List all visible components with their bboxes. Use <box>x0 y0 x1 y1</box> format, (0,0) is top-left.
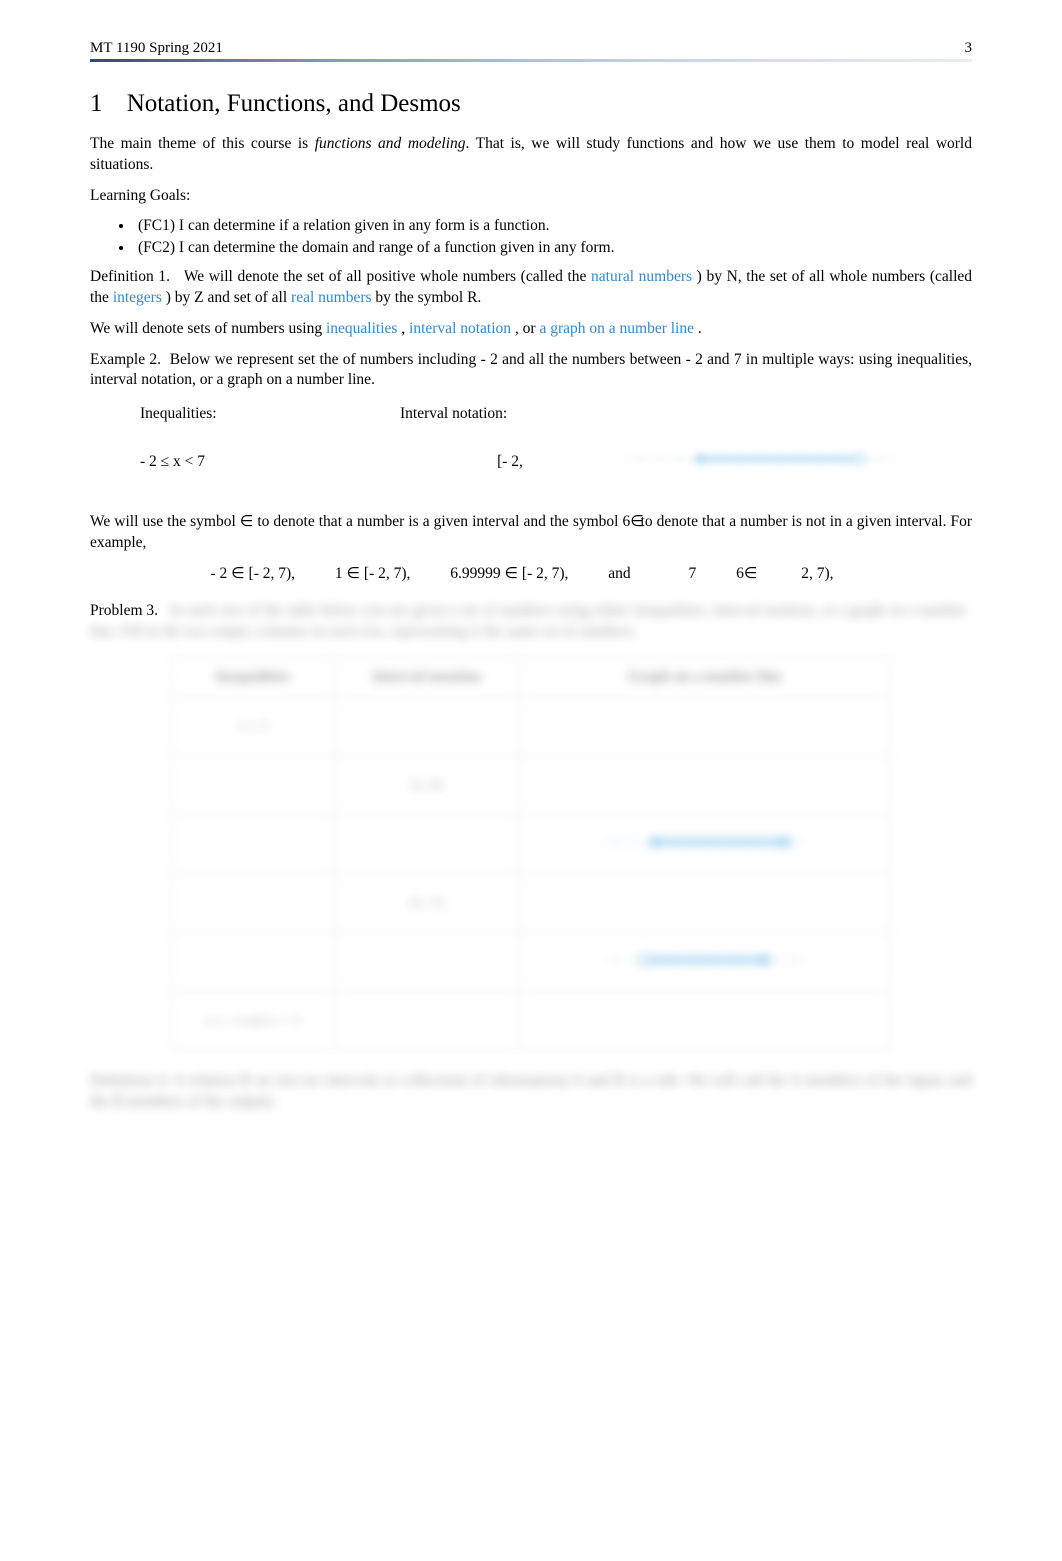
mem-ex2: 1 ∈ [- 2, 7), <box>335 565 411 582</box>
table-row <box>172 933 891 992</box>
header-course: MT 1190 Spring 2021 <box>90 40 223 57</box>
definition-4: Definition 4. A relation R on sets (or i… <box>90 1071 972 1113</box>
numberline-ex2-svg <box>620 439 900 479</box>
intro-emph: functions and modeling <box>315 135 466 152</box>
term-inequalities: inequalities <box>326 320 397 337</box>
th-interval: Interval notation <box>334 658 519 697</box>
mem-and: and <box>608 565 630 582</box>
r6c1: x ≥ -3 and x < 5 <box>172 992 335 1051</box>
r4c1 <box>172 874 335 933</box>
r4c3 <box>519 874 891 933</box>
ex2-int-value: [- 2, <box>400 453 620 471</box>
term-natural-numbers: natural numbers <box>591 268 692 285</box>
intro-paragraph: The main theme of this course is functio… <box>90 134 972 176</box>
learning-goals-list: (FC1) I can determine if a relation give… <box>90 217 972 257</box>
th-inequalities: Inequalities <box>172 658 335 697</box>
r2c3 <box>519 756 891 815</box>
notin-symbol: 6∈ <box>623 512 637 533</box>
prob3-blurred-text: In each row of the table below you are g… <box>90 602 966 640</box>
r3c1 <box>172 815 335 874</box>
goal-fc2: (FC2) I can determine the domain and ran… <box>134 239 972 257</box>
numberline-r3 <box>595 819 815 865</box>
sets-c: , or <box>511 320 539 337</box>
worksheet-table: Inequalities Interval notation Graph on … <box>171 657 891 1051</box>
problem-3: Problem 3. In each row of the table belo… <box>90 601 972 643</box>
r1c1: x ≤ 3 <box>172 697 335 756</box>
numberline-r5 <box>595 937 815 983</box>
header-page-number: 3 <box>965 40 973 57</box>
prob3-lead: Problem 3. <box>90 602 158 619</box>
mem-ex1: - 2 ∈ [- 2, 7), <box>211 565 296 582</box>
intro-text-a: The main theme of this course is <box>90 135 315 152</box>
ex2-lead: Example 2. <box>90 351 161 368</box>
problem-3-table-wrapper: Inequalities Interval notation Graph on … <box>90 657 972 1051</box>
def1-c: ) by Z and set of all <box>162 289 291 306</box>
membership-examples: - 2 ∈ [- 2, 7), 1 ∈ [- 2, 7), 6.99999 ∈ … <box>90 564 972 583</box>
sets-d: . <box>694 320 702 337</box>
sets-a: We will denote sets of numbers using <box>90 320 326 337</box>
term-real-numbers: real numbers <box>291 289 371 306</box>
th-graph: Graph on a number line <box>519 658 891 697</box>
table-row: (2, 8) <box>172 756 891 815</box>
def1-a: We will denote the set of all positive w… <box>184 268 591 285</box>
header-rule <box>90 59 972 62</box>
sets-b: , <box>397 320 409 337</box>
term-integers: integers <box>113 289 162 306</box>
table-row: (4, ∞) <box>172 874 891 933</box>
r6c3 <box>519 992 891 1051</box>
r5c3 <box>519 933 891 992</box>
learning-goals-heading: Learning Goals: <box>90 186 972 207</box>
example-2: Example 2. Below we represent set the of… <box>90 350 972 392</box>
term-interval-notation: interval notation <box>409 320 511 337</box>
ex2-ineq-label: Inequalities: <box>140 405 400 423</box>
table-row: x ≥ -3 and x < 5 <box>172 992 891 1051</box>
def1-d: by the symbol R. <box>372 289 482 306</box>
goal-fc1: (FC1) I can determine if a relation give… <box>134 217 972 235</box>
section-number: 1 <box>90 90 103 117</box>
mem-ex4: 7 6∈ 2, 7), <box>671 565 852 582</box>
section-heading: Notation, Functions, and Desmos <box>127 90 461 117</box>
example-2-labels: Inequalities: Interval notation: <box>140 405 972 423</box>
def1-lead: Definition 1. <box>90 268 170 285</box>
mem4b: 6∈ <box>736 565 761 582</box>
r1c3 <box>519 697 891 756</box>
table-row <box>172 815 891 874</box>
ex2-int-label: Interval notation: <box>400 405 620 423</box>
r5c1 <box>172 933 335 992</box>
ex2-text: Below we represent set the of numbers in… <box>90 351 972 389</box>
term-number-line-graph: a graph on a number line <box>539 320 694 337</box>
section-title: 1 Notation, Functions, and Desmos <box>90 90 972 118</box>
r1c2 <box>334 697 519 756</box>
r6c2 <box>334 992 519 1051</box>
mem4a: 7 <box>689 565 701 582</box>
mem4c: 2, 7), <box>797 565 833 582</box>
ex2-numberline <box>620 439 972 484</box>
mem-ex3: 6.99999 ∈ [- 2, 7), <box>450 565 568 582</box>
r2c2: (2, 8) <box>334 756 519 815</box>
r3c3 <box>519 815 891 874</box>
r2c1 <box>172 756 335 815</box>
ex2-ineq-value: - 2 ≤ x < 7 <box>140 453 400 471</box>
r5c2 <box>334 933 519 992</box>
table-row: x ≤ 3 <box>172 697 891 756</box>
example-2-values: - 2 ≤ x < 7 [- 2, <box>140 439 972 484</box>
definition-1: Definition 1. We will denote the set of … <box>90 267 972 309</box>
membership-intro: We will use the symbol ∈ to denote that … <box>90 512 972 554</box>
mem-a: We will use the symbol ∈ to denote that … <box>90 513 623 530</box>
r4c2: (4, ∞) <box>334 874 519 933</box>
sets-notation-line: We will denote sets of numbers using ine… <box>90 319 972 340</box>
r3c2 <box>334 815 519 874</box>
